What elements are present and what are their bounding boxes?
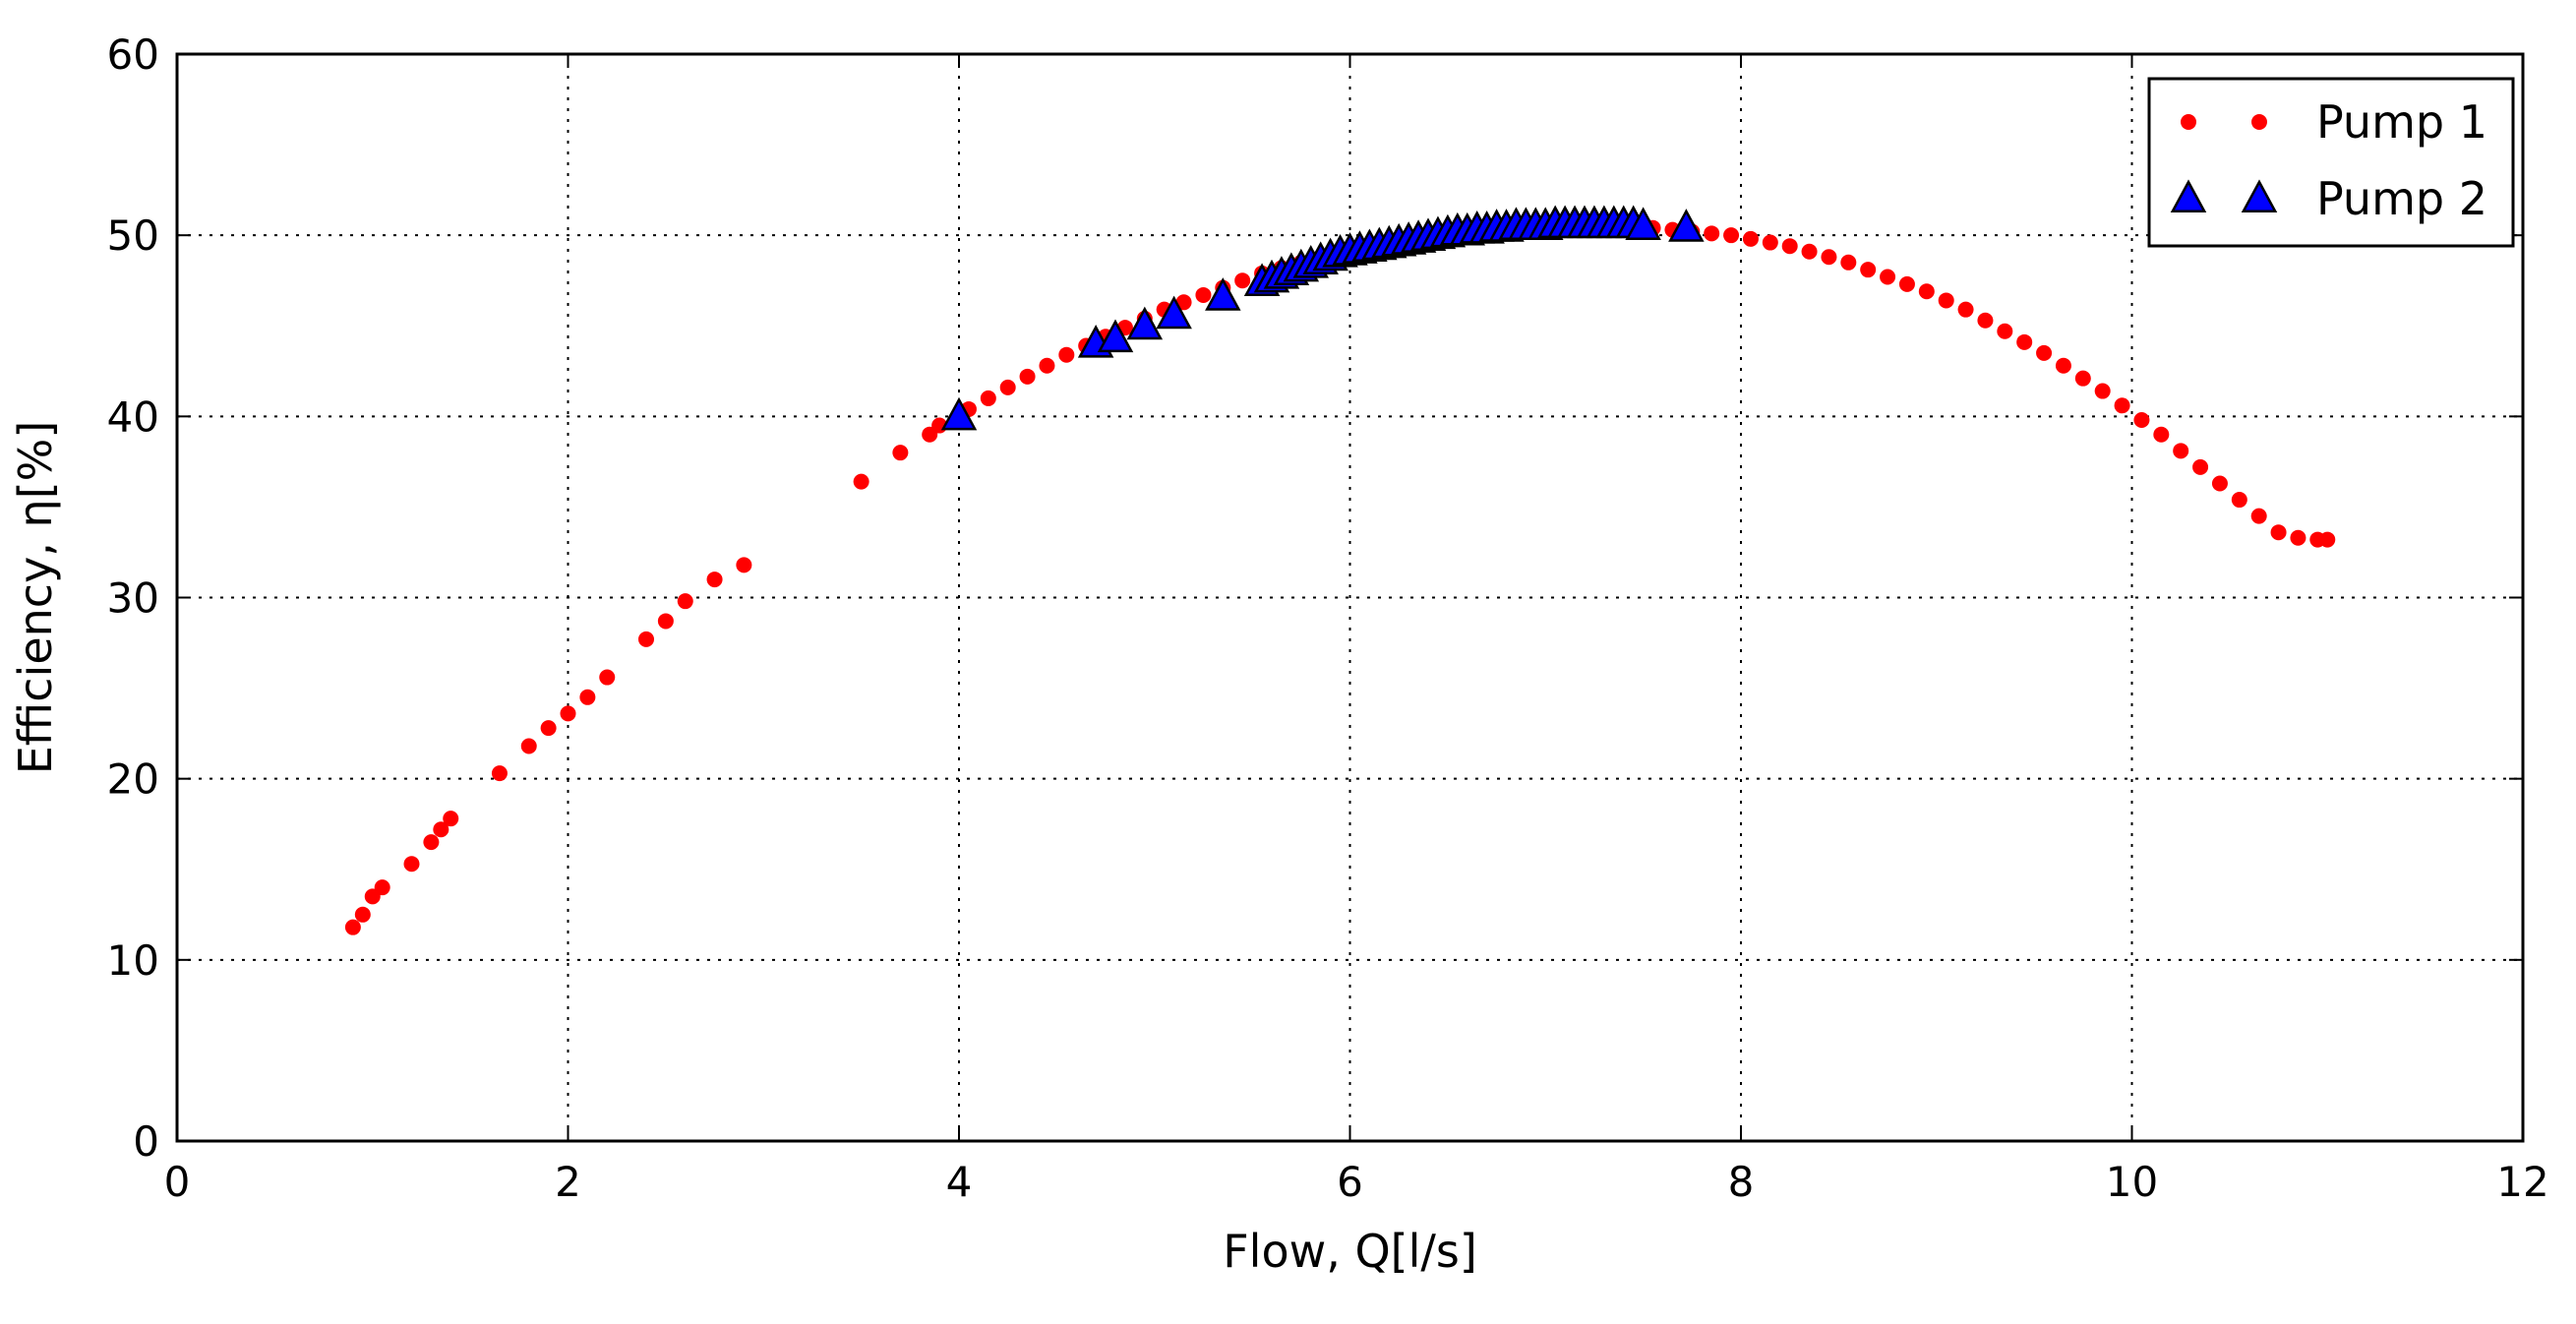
pump-1-point (1234, 272, 1251, 289)
pump-1-point (1723, 227, 1740, 244)
pump-2-point (1668, 209, 1705, 242)
series-layer (344, 205, 2336, 935)
x-tick-label: 8 (1728, 1158, 1755, 1206)
pump-1-point (1039, 357, 1055, 374)
pump-1-point (423, 834, 440, 851)
pump-1-point (2133, 412, 2150, 429)
pump-2-point (1156, 295, 1192, 330)
legend-marker-pump-1 (2181, 114, 2196, 130)
pump-1-point (892, 445, 909, 461)
pump-1-point (433, 821, 449, 838)
pump-1-point (853, 473, 869, 490)
pump-1-point (2173, 443, 2189, 459)
x-tick-label: 6 (1337, 1158, 1363, 1206)
pump-1-point (1019, 368, 1036, 385)
pump-1-point (2153, 426, 2170, 443)
y-tick-label: 40 (107, 392, 159, 441)
pump-1-point (2290, 529, 2306, 546)
pump-1-point (1880, 269, 1896, 285)
axis-ticks: 0 2 4 6 8 10 12 0 10 20 30 40 50 60 (107, 30, 2549, 1206)
pump-1-point (491, 765, 508, 782)
y-tick-label: 30 (107, 574, 159, 623)
x-tick-label: 10 (2106, 1158, 2158, 1206)
pump-1-point (638, 631, 654, 647)
pump-1-point (1742, 230, 1759, 247)
pump-1-point (599, 669, 616, 686)
pump-1-point (374, 879, 390, 896)
pump-1-point (1898, 275, 1915, 292)
y-tick-label: 50 (107, 211, 159, 260)
x-tick-label: 4 (946, 1158, 973, 1206)
pump-2-point (1205, 277, 1241, 311)
pump-1-point (354, 906, 371, 923)
pump-1-point (1704, 225, 1720, 242)
x-axis-label: Flow, Q[l/s] (1223, 1225, 1477, 1278)
pump-1-point (579, 689, 596, 705)
pump-1-point (2250, 508, 2267, 524)
pump-1-point (560, 705, 576, 722)
grid-lines (177, 54, 2523, 1141)
pump-2-point (1097, 319, 1134, 353)
pump-1-point (2319, 531, 2336, 548)
legend-label: Pump 2 (2316, 172, 2487, 225)
pump-1-point (2114, 397, 2130, 414)
pump-1-point (2211, 475, 2228, 492)
legend-label: Pump 1 (2316, 95, 2487, 149)
y-tick-label: 60 (107, 30, 159, 79)
series-2 (940, 205, 1705, 431)
pump-1-point (1762, 234, 1778, 251)
pump-1-point (2074, 370, 2091, 387)
pump-1-point (2231, 492, 2247, 509)
pump-1-point (980, 390, 996, 406)
pump-1-point (2094, 383, 2111, 399)
pump-1-point (2192, 458, 2209, 475)
pump-1-point (677, 593, 693, 610)
pump-2-point (1126, 306, 1164, 340)
pump-1-point (657, 613, 674, 630)
x-tick-label: 0 (164, 1158, 191, 1206)
pump-1-point (736, 557, 752, 573)
legend-box (2147, 77, 2515, 248)
x-tick-label: 12 (2496, 1158, 2548, 1206)
pump-1-point (1195, 286, 1212, 303)
pump-2-point (940, 396, 978, 431)
pump-1-point (2036, 344, 2053, 361)
pump-1-point (1860, 262, 1877, 278)
pump-1-point (403, 856, 420, 873)
pump-1-point (1781, 238, 1798, 255)
pump-1-point (1918, 283, 1935, 300)
pump-1-point (999, 379, 1016, 395)
pump-1-point (1938, 292, 1954, 309)
pump-1-point (520, 738, 537, 754)
pump-1-point (1801, 243, 1818, 260)
pump-1-point (2270, 524, 2287, 541)
pump-1-point (2055, 357, 2071, 374)
pump-1-point (1058, 346, 1075, 363)
y-tick-label: 0 (133, 1117, 159, 1166)
y-tick-label: 10 (107, 936, 159, 985)
pump-1-point (706, 572, 723, 588)
pump-1-point (1977, 312, 1994, 329)
legend-marker-pump-2 (2170, 179, 2207, 212)
x-tick-label: 2 (555, 1158, 581, 1206)
y-axis-label: Efficiency, η[%] (9, 421, 62, 775)
pump-1-point (1957, 301, 1974, 318)
pump-1-point (1821, 249, 1837, 266)
pump-1-point (1997, 323, 2013, 339)
pump-1-point (1840, 254, 1857, 271)
pump-1-point (2016, 333, 2033, 350)
pump-2-point (1625, 207, 1661, 240)
legend: Pump 1 Pump 2 (2147, 77, 2515, 248)
legend-marker-pump-1 (2251, 114, 2267, 130)
pump-1-point (1175, 294, 1192, 311)
y-tick-label: 20 (107, 755, 159, 804)
pump-1-point (344, 919, 361, 935)
pump-1-point (540, 720, 557, 737)
legend-marker-pump-2 (2241, 179, 2278, 212)
pump-1-point (443, 811, 459, 827)
